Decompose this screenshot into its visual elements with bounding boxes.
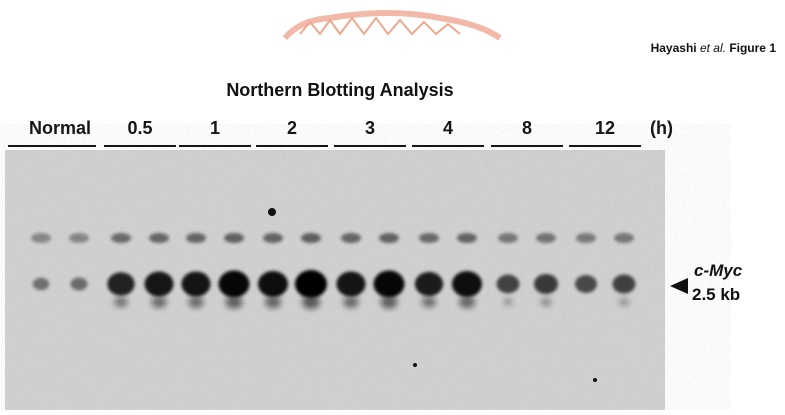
lane-label: Normal (29, 118, 91, 138)
watermark (299, 16, 461, 36)
myc-band (144, 271, 174, 297)
upper-band (301, 233, 321, 243)
blot-noise (5, 150, 665, 410)
spot (593, 378, 597, 382)
lane-label: 3 (365, 118, 375, 138)
upper-band (186, 233, 206, 243)
lane-label: 4 (443, 118, 453, 138)
watermark (282, 10, 502, 41)
size-label: 2.5 kb (692, 285, 740, 304)
lower-band (264, 295, 282, 309)
figure-title: Northern Blotting Analysis (226, 80, 453, 100)
marker-arrow (670, 278, 688, 294)
myc-band (534, 274, 558, 294)
lane-label: 1 (210, 118, 220, 138)
upper-band (69, 233, 89, 243)
myc-band (575, 275, 597, 293)
lower-band (421, 296, 437, 308)
lower-band (503, 298, 513, 306)
upper-band (149, 233, 169, 243)
upper-band (536, 233, 556, 243)
upper-band (263, 233, 283, 243)
myc-band (32, 277, 50, 291)
myc-band (218, 270, 250, 298)
lane-label: 8 (522, 118, 532, 138)
credit: Hayashi et al. Figure 1 (651, 41, 777, 55)
lower-band (302, 295, 320, 309)
lower-band (151, 296, 167, 308)
spot (268, 208, 276, 216)
lane-label: 12 (595, 118, 615, 138)
upper-band (224, 233, 244, 243)
upper-band (31, 233, 51, 243)
lower-band (619, 298, 629, 306)
myc-band (107, 272, 135, 296)
unit-label: (h) (650, 118, 673, 138)
upper-band (379, 233, 399, 243)
gene-label: c-Myc (694, 261, 743, 280)
upper-band (419, 233, 439, 243)
myc-band (612, 274, 636, 294)
bands (31, 208, 636, 382)
myc-band (496, 274, 520, 294)
upper-band (498, 233, 518, 243)
lower-band (188, 296, 204, 308)
lane-labels: Normal 0.5 1 2 3 4 8 12 (8, 118, 641, 147)
lower-band (540, 297, 552, 307)
lane-label: 0.5 (127, 118, 152, 138)
upper-band (457, 233, 477, 243)
lower-band (114, 296, 128, 308)
lower-band (458, 295, 476, 309)
lower-band (343, 296, 359, 308)
lower-band (225, 295, 243, 309)
upper-band (111, 233, 131, 243)
myc-band (336, 271, 366, 297)
myc-band (452, 271, 482, 297)
lower-band (380, 295, 398, 309)
myc-band (258, 271, 288, 297)
lane-label: 2 (287, 118, 297, 138)
spot (413, 363, 417, 367)
myc-band (295, 270, 327, 298)
myc-band (70, 277, 88, 291)
upper-band (341, 233, 361, 243)
upper-band (614, 233, 634, 243)
upper-band (576, 233, 596, 243)
myc-band (181, 271, 211, 297)
myc-band (414, 271, 444, 297)
myc-band (373, 270, 405, 298)
